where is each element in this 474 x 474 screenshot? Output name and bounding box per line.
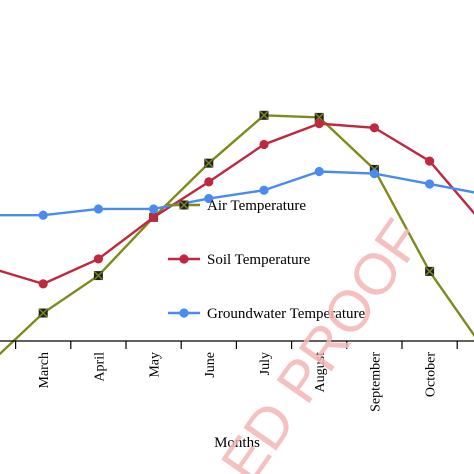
x-tick-label: August	[313, 352, 328, 393]
groundwater-temperature-point	[259, 185, 269, 195]
soil-temperature-point	[259, 139, 269, 150]
x-tick-label: May	[148, 352, 163, 378]
air-temperature-line	[0, 114, 474, 356]
x-axis-title: Months	[214, 435, 260, 451]
groundwater-temperature-point	[314, 166, 324, 177]
x-tick-label: June	[203, 352, 218, 378]
plot-area	[0, 110, 474, 356]
legend-item-air-temperature: Air Temperature	[168, 198, 306, 214]
soil-temperature-point	[149, 212, 159, 222]
legend-item-soil-temperature: Soil Temperature	[168, 252, 311, 268]
air-temperature-point	[259, 110, 269, 120]
air-temperature-point	[425, 266, 435, 276]
groundwater-temperature-point	[38, 210, 48, 220]
groundwater-temperature-point	[425, 179, 435, 189]
x-tick-label: October	[424, 352, 439, 397]
x-tick-label: April	[92, 352, 107, 382]
x-tick-label: July	[258, 352, 273, 375]
x-tick-label: September	[368, 352, 383, 412]
legend-label: Groundwater Temperature	[207, 306, 366, 322]
x-axis: March April May June July August September Octo…	[0, 340, 474, 412]
soil-temperature-line	[0, 122, 474, 286]
legend-label: Air Temperature	[207, 198, 306, 214]
soil-temperature-point	[425, 156, 435, 166]
groundwater-temperature-point	[93, 204, 103, 214]
soil-temperature-point	[38, 279, 48, 289]
legend-label: Soil Temperature	[207, 252, 311, 268]
soil-temperature-point	[93, 254, 103, 264]
groundwater-temperature-point	[369, 168, 379, 179]
soil-temperature-point	[314, 119, 324, 129]
groundwater-temperature-line	[0, 170, 474, 217]
air-temperature-point	[204, 158, 214, 168]
legend: Air Temperature Soil Temperature Groundwat…	[168, 198, 366, 322]
groundwater-temperature-point	[204, 193, 214, 204]
groundwater-temperature-point	[149, 204, 159, 214]
soil-temperature-point	[204, 177, 214, 187]
x-tick-label: March	[37, 352, 52, 389]
air-temperature-point	[93, 271, 103, 281]
legend-item-groundwater-temperature: Groundwater Temperature	[168, 306, 366, 322]
soil-temperature-point	[369, 123, 379, 133]
air-temperature-point	[38, 308, 48, 318]
